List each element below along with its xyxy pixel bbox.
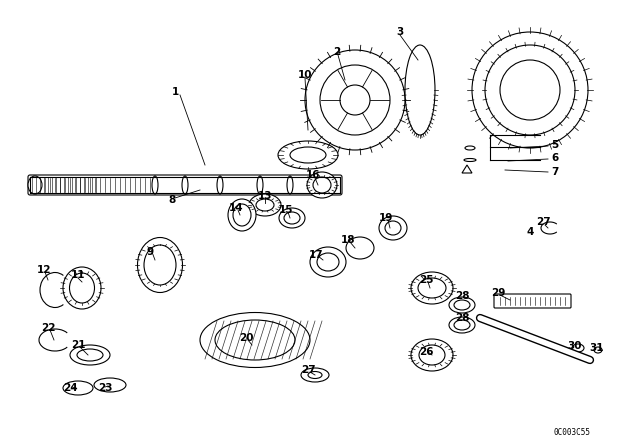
Ellipse shape	[217, 176, 223, 194]
Ellipse shape	[411, 339, 453, 371]
FancyBboxPatch shape	[494, 294, 571, 308]
Ellipse shape	[385, 221, 401, 235]
Text: 3: 3	[396, 27, 404, 37]
Circle shape	[320, 65, 390, 135]
Ellipse shape	[200, 313, 310, 367]
Ellipse shape	[418, 278, 446, 298]
Ellipse shape	[63, 381, 93, 395]
Ellipse shape	[94, 378, 126, 392]
Text: 20: 20	[239, 333, 253, 343]
Ellipse shape	[144, 245, 176, 285]
Ellipse shape	[290, 147, 326, 163]
Text: 13: 13	[258, 191, 272, 201]
Text: 10: 10	[298, 70, 312, 80]
Ellipse shape	[278, 141, 338, 169]
Text: 28: 28	[455, 313, 469, 323]
Ellipse shape	[454, 300, 470, 310]
Text: 30: 30	[568, 341, 582, 351]
Ellipse shape	[308, 371, 322, 379]
Ellipse shape	[233, 204, 251, 226]
Text: 19: 19	[379, 213, 393, 223]
Text: 6: 6	[552, 153, 559, 163]
Ellipse shape	[138, 237, 182, 293]
Ellipse shape	[454, 320, 470, 330]
Text: 11: 11	[71, 270, 85, 280]
Text: 18: 18	[340, 235, 355, 245]
Ellipse shape	[464, 159, 476, 161]
Ellipse shape	[228, 199, 256, 231]
Text: 16: 16	[306, 170, 320, 180]
Text: 14: 14	[228, 203, 243, 213]
Ellipse shape	[594, 347, 602, 353]
Circle shape	[485, 45, 575, 135]
Text: 31: 31	[589, 343, 604, 353]
Text: 27: 27	[301, 365, 316, 375]
Ellipse shape	[405, 45, 435, 135]
Text: 8: 8	[168, 195, 175, 205]
Ellipse shape	[313, 177, 331, 193]
Ellipse shape	[379, 216, 407, 240]
Ellipse shape	[572, 344, 584, 352]
Ellipse shape	[449, 297, 475, 313]
Ellipse shape	[419, 345, 445, 365]
Ellipse shape	[249, 194, 281, 216]
Ellipse shape	[346, 237, 374, 259]
Text: 26: 26	[419, 347, 433, 357]
Text: 0C003C55: 0C003C55	[554, 427, 591, 436]
Text: 25: 25	[419, 275, 433, 285]
Ellipse shape	[215, 320, 295, 360]
Ellipse shape	[77, 349, 103, 361]
Text: 1: 1	[172, 87, 179, 97]
Ellipse shape	[287, 176, 293, 194]
Ellipse shape	[63, 267, 101, 309]
Ellipse shape	[70, 273, 95, 303]
Ellipse shape	[310, 247, 346, 277]
Text: 9: 9	[147, 247, 154, 257]
Ellipse shape	[152, 176, 158, 194]
Ellipse shape	[257, 176, 263, 194]
Ellipse shape	[28, 176, 42, 194]
Polygon shape	[462, 165, 472, 173]
Text: 7: 7	[551, 167, 559, 177]
Ellipse shape	[279, 208, 305, 228]
Text: 2: 2	[333, 47, 340, 57]
Text: 15: 15	[279, 205, 293, 215]
Text: 12: 12	[36, 265, 51, 275]
Ellipse shape	[182, 176, 188, 194]
Text: 17: 17	[308, 250, 323, 260]
Ellipse shape	[284, 212, 300, 224]
FancyBboxPatch shape	[28, 175, 342, 195]
Circle shape	[340, 85, 370, 115]
Ellipse shape	[411, 272, 453, 304]
Circle shape	[500, 60, 560, 120]
Ellipse shape	[70, 345, 110, 365]
Text: 24: 24	[63, 383, 77, 393]
Text: 28: 28	[455, 291, 469, 301]
Ellipse shape	[449, 317, 475, 333]
Ellipse shape	[301, 368, 329, 382]
Text: 4: 4	[526, 227, 534, 237]
Text: 21: 21	[71, 340, 85, 350]
Ellipse shape	[256, 199, 274, 211]
Text: 5: 5	[552, 140, 559, 150]
Text: 29: 29	[491, 288, 505, 298]
Text: 22: 22	[41, 323, 55, 333]
Circle shape	[305, 50, 405, 150]
Ellipse shape	[317, 176, 323, 194]
Ellipse shape	[317, 253, 339, 271]
Ellipse shape	[307, 172, 337, 198]
Text: 27: 27	[536, 217, 550, 227]
Text: 23: 23	[98, 383, 112, 393]
Circle shape	[472, 32, 588, 148]
